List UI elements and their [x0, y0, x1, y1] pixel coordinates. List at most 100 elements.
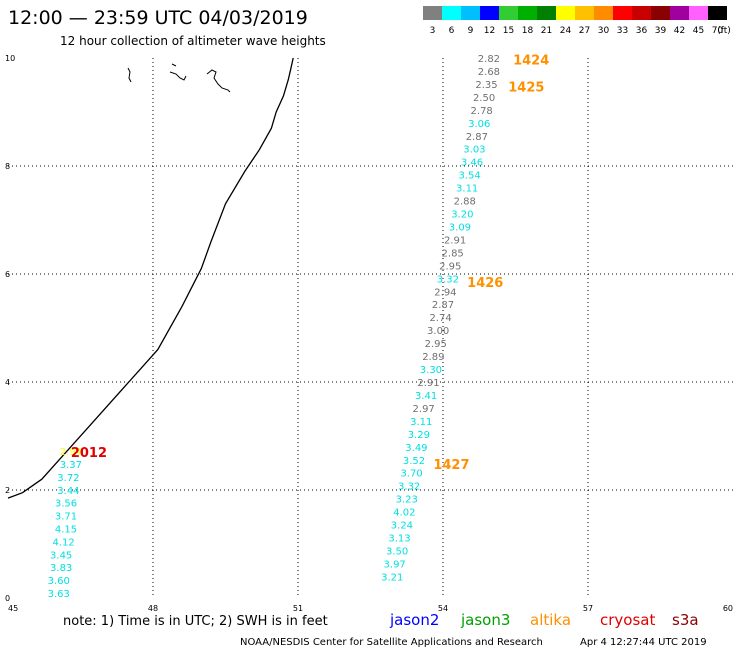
- swh-value: 3.06: [468, 119, 490, 130]
- x-tick-label: 57: [583, 604, 593, 613]
- swh-value: 3.70: [400, 469, 422, 480]
- swh-value: 2.87: [466, 132, 488, 143]
- swh-value: 3.20: [451, 210, 473, 221]
- scale-label: 30: [598, 26, 610, 36]
- island-3: [206, 69, 231, 93]
- track-labels: 2012 1424 1425 1426 1427: [71, 54, 549, 473]
- scale-label: 18: [522, 26, 534, 36]
- swh-value: 3.03: [463, 145, 485, 156]
- swh-value: 3.72: [57, 473, 79, 484]
- legend-jason2: jason2: [389, 611, 439, 629]
- swh-value: 3.44: [57, 486, 79, 497]
- swh-value: 3.45: [50, 550, 72, 561]
- track-label: 1427: [433, 458, 469, 473]
- swh-value: 2.94: [434, 287, 456, 298]
- scale-label: 3: [430, 26, 436, 36]
- timestamp-text: Apr 4 12:27:44 UTC 2019: [580, 637, 707, 648]
- swh-value: 3.63: [48, 589, 70, 600]
- x-tick-label: 54: [438, 604, 448, 613]
- scale-label: 45: [693, 26, 704, 36]
- scale-swatch: [442, 6, 461, 20]
- swh-value: 4.15: [55, 524, 77, 535]
- satellite-legend: jason2 jason3 altika cryosat s3a: [389, 611, 699, 629]
- swh-value: 2.95: [425, 339, 447, 350]
- track-label: 1426: [467, 276, 503, 291]
- swh-value: 2.68: [478, 67, 500, 78]
- scale-label: 39: [655, 26, 667, 36]
- x-tick-label: 45: [8, 604, 18, 613]
- swh-value: 3.97: [384, 559, 406, 570]
- axes: 45 48 51 54 57 60 0 2 4 6 8 10: [5, 54, 733, 613]
- swh-value: 2.35: [475, 80, 497, 91]
- y-tick-label: 8: [5, 162, 10, 171]
- island-1: [127, 67, 132, 83]
- scale-swatch: [651, 6, 670, 20]
- swh-value: 4.12: [52, 537, 74, 548]
- swh-value: 2.88: [454, 197, 476, 208]
- swh-value: 3.09: [449, 222, 471, 233]
- scale-label: 9: [468, 26, 474, 36]
- coastline: [7, 57, 294, 499]
- swh-value: 3.37: [60, 460, 82, 471]
- legend-altika: altika: [530, 611, 571, 629]
- swh-value: 3.32: [437, 274, 459, 285]
- track-label: 2012: [71, 446, 107, 461]
- swh-value: 2.87: [432, 300, 454, 311]
- swh-value: 4.02: [393, 508, 415, 519]
- swh-value: 3.60: [48, 576, 70, 587]
- swh-value: 2.91: [417, 378, 439, 389]
- scale-swatch: [518, 6, 537, 20]
- scale-label: 42: [674, 26, 685, 36]
- swh-value: 3.21: [381, 572, 403, 583]
- scale-swatch: [499, 6, 518, 20]
- grid-lines: [8, 58, 733, 598]
- island-2: [169, 63, 187, 81]
- swh-value: 3.11: [456, 184, 478, 195]
- swh-value: 3.71: [55, 511, 77, 522]
- swh-value: 3.83: [50, 563, 72, 574]
- swh-value: 3.00: [427, 326, 449, 337]
- scale-swatch: [594, 6, 613, 20]
- swh-value: 3.32: [398, 482, 420, 493]
- swh-value: 2.91: [444, 235, 466, 246]
- scale-swatch: [670, 6, 689, 20]
- x-tick-label: 48: [148, 604, 158, 613]
- scale-label: 15: [503, 26, 514, 36]
- y-tick-label: 4: [5, 378, 10, 387]
- color-scale: 3 6 9 12 15 18 21 24 27 30 33 36 39 42 45 70(ft): [423, 6, 731, 36]
- scale-swatch: [575, 6, 594, 20]
- scale-label: 36: [636, 26, 648, 36]
- swh-value: 3.52: [403, 456, 425, 467]
- swh-value: 3.11: [410, 417, 432, 428]
- swh-value: 3.29: [408, 430, 430, 441]
- scale-swatch: [613, 6, 632, 20]
- wave-height-points: 2.94 3.37 3.72 3.443.56 3.71 4.15 4.12 3.45 3.83…: [48, 54, 500, 600]
- swh-value: 2.74: [429, 313, 451, 324]
- swh-value: 2.82: [478, 54, 500, 65]
- y-tick-label: 6: [5, 270, 10, 279]
- scale-swatch: [689, 6, 708, 20]
- legend-s3a: s3a: [672, 611, 699, 629]
- swh-value: 3.54: [458, 171, 480, 182]
- scale-label: 12: [484, 26, 495, 36]
- swh-value: 3.13: [388, 534, 410, 545]
- swh-value: 2.94: [60, 447, 82, 458]
- swh-value: 2.89: [422, 352, 444, 363]
- scale-swatch: [537, 6, 556, 20]
- swh-value: 2.50: [473, 93, 495, 104]
- scale-swatch: [556, 6, 575, 20]
- legend-jason3: jason3: [460, 611, 510, 629]
- scale-swatch: [632, 6, 651, 20]
- chart-title: 12:00 — 23:59 UTC 04/03/2019: [8, 7, 308, 29]
- swh-value: 3.46: [461, 158, 483, 169]
- credit-text: NOAA/NESDIS Center for Satellite Applica…: [240, 637, 543, 648]
- y-tick-label: 2: [5, 486, 10, 495]
- swh-value: 3.41: [415, 391, 437, 402]
- swh-value: 3.56: [55, 498, 77, 509]
- scale-swatch: [480, 6, 499, 20]
- scale-label: 70: [712, 26, 724, 36]
- x-tick-label: 51: [293, 604, 303, 613]
- swh-value: 3.24: [391, 521, 413, 532]
- track-label: 1424: [513, 54, 549, 69]
